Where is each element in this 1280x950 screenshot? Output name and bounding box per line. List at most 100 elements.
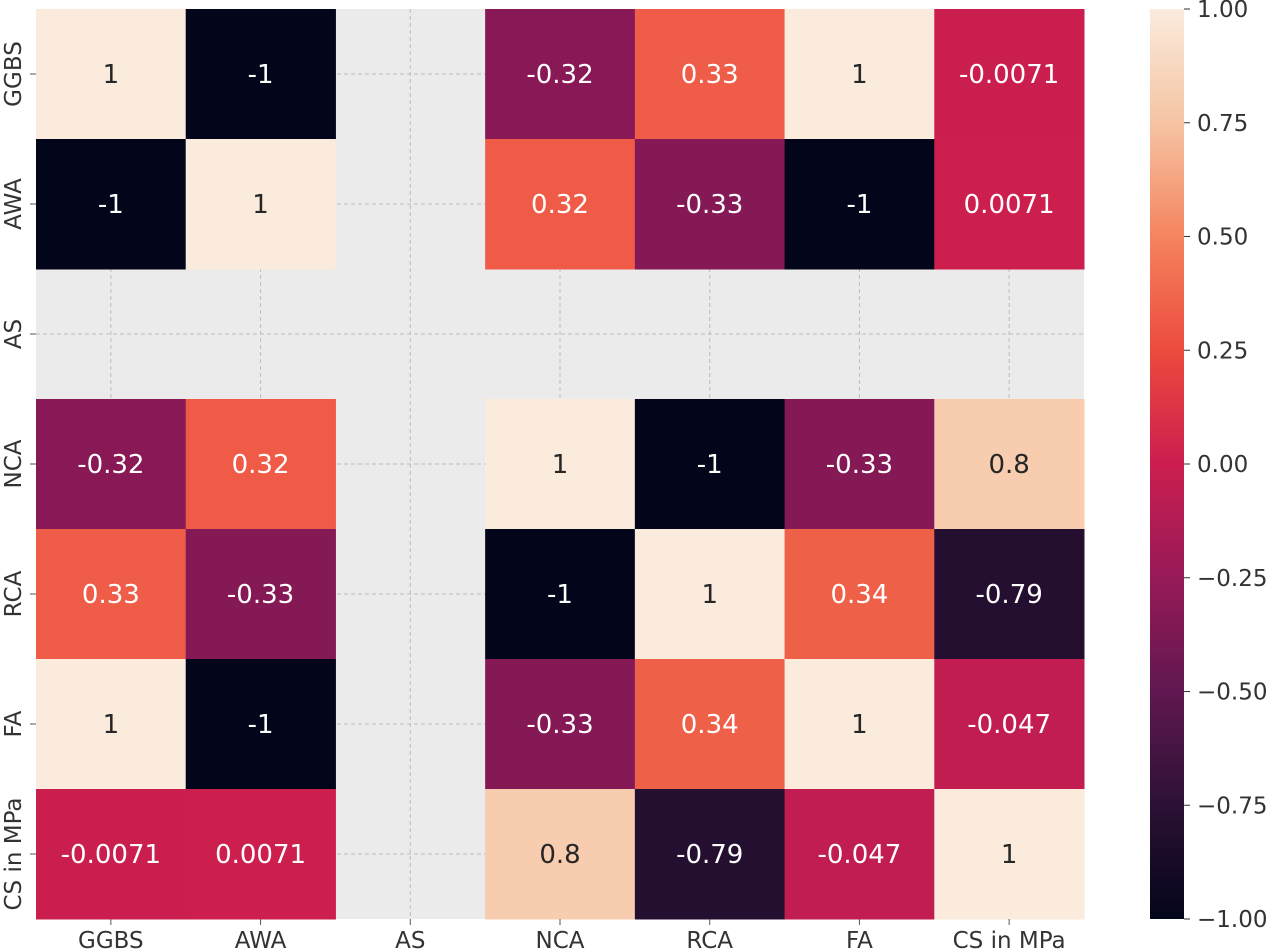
cell-value-label: -0.32: [526, 60, 593, 90]
heatmap-cell: [36, 399, 187, 530]
x-tick-label: CS in MPa: [953, 928, 1066, 950]
cell-value-label: -0.0071: [959, 60, 1059, 90]
cell-value-label: 0.32: [232, 450, 290, 480]
x-tick-label: GGBS: [78, 928, 144, 950]
heatmap-cell: [634, 529, 786, 660]
cell-value-label: 1: [252, 190, 269, 220]
y-tick-label: FA: [1, 710, 27, 737]
x-tick-label: FA: [846, 928, 873, 950]
cell-value-label: 0.8: [988, 450, 1029, 480]
cell-value-label: 1: [1001, 840, 1018, 870]
heatmap-cell: [185, 399, 336, 530]
heatmap-cell: [784, 139, 935, 270]
cell-value-label: -1: [98, 190, 124, 220]
cell-value-label: 0.0071: [964, 190, 1055, 220]
heatmap-cell: [185, 789, 336, 920]
cell-value-labels: 1 -1 -0.32 0.33 1 -0.0071 -1 1 0.32 -0.33 -1 0.0071…: [61, 60, 1060, 870]
cell-value-label: 0.0071: [215, 840, 306, 870]
colorbar-tick-label: −0.75: [1197, 793, 1267, 819]
heatmap-cell: [36, 139, 187, 270]
cell-value-label: 0.34: [830, 580, 888, 610]
x-tick-label: NCA: [536, 928, 585, 950]
colorbar-ticks: 1.00 0.75 0.50 0.25 0.00 −0.25 −0.50 −0.75 −1.00: [1184, 0, 1267, 933]
heatmap-cell: [485, 789, 636, 920]
x-tick-label: RCA: [686, 928, 733, 950]
heatmap-cell: [934, 139, 1085, 270]
heatmap-cell: [934, 789, 1085, 920]
colorbar-tick-label: 1.00: [1197, 0, 1248, 23]
heatmap-cell: [634, 659, 786, 790]
y-tick-label: AWA: [1, 178, 27, 230]
heatmap-cell: [634, 9, 786, 140]
cell-value-label: 0.34: [681, 710, 739, 740]
heatmap-cell: [36, 659, 187, 790]
cell-value-label: 1: [103, 60, 120, 90]
heatmap-cell: [634, 139, 786, 270]
cell-value-label: -0.33: [826, 450, 893, 480]
colorbar: [1150, 9, 1184, 919]
cell-value-label: 0.32: [531, 190, 589, 220]
heatmap-cell: [634, 399, 786, 530]
cell-value-label: 1: [701, 580, 718, 610]
heatmap-cells: [36, 9, 1085, 920]
cell-value-label: -0.047: [818, 840, 902, 870]
heatmap-cell: [185, 529, 336, 660]
colorbar-tick-label: −0.25: [1197, 566, 1267, 592]
colorbar-tick-label: 0.25: [1197, 338, 1248, 364]
heatmap-cell: [634, 789, 786, 920]
y-axis: GGBS AWA AS NCA RCA FA CS in MPa: [1, 41, 36, 911]
heatmap-cell: [485, 659, 636, 790]
cell-value-label: -0.33: [227, 580, 294, 610]
cell-value-label: -0.79: [676, 840, 743, 870]
cell-value-label: -1: [248, 710, 274, 740]
cell-value-label: 0.8: [539, 840, 580, 870]
heatmap-cell: [36, 529, 187, 660]
heatmap-cell: [36, 9, 187, 140]
cell-value-label: -0.0071: [61, 840, 161, 870]
cell-value-label: -0.33: [526, 710, 593, 740]
colorbar-tick-label: −0.50: [1197, 680, 1267, 706]
x-tick-label: AWA: [235, 928, 287, 950]
x-axis: GGBS AWA AS NCA RCA FA CS in MPa: [78, 919, 1066, 950]
heatmap-cell: [784, 399, 935, 530]
cell-value-label: -1: [547, 580, 573, 610]
colorbar-tick-label: 0.00: [1197, 452, 1248, 478]
heatmap-cell: [784, 9, 935, 140]
heatmap-cell: [185, 9, 336, 140]
y-tick-label: RCA: [1, 570, 27, 617]
cell-value-label: -0.33: [676, 190, 743, 220]
cell-value-label: 1: [552, 450, 569, 480]
colorbar-tick-label: 0.75: [1197, 111, 1248, 137]
heatmap-cell: [485, 139, 636, 270]
cell-value-label: 1: [851, 710, 868, 740]
heatmap-cell: [934, 659, 1085, 790]
y-tick-label: NCA: [1, 439, 27, 488]
heatmap-cell: [36, 789, 187, 920]
cell-value-label: -0.047: [967, 710, 1051, 740]
y-tick-label: CS in MPa: [1, 797, 27, 910]
heatmap-cell: [784, 789, 935, 920]
colorbar-tick-label: 0.50: [1197, 225, 1248, 251]
heatmap-cell: [934, 9, 1085, 140]
colorbar-tick-label: −1.00: [1197, 907, 1267, 933]
y-tick-label: GGBS: [1, 41, 27, 107]
x-tick-label: AS: [395, 928, 425, 950]
heatmap-cell: [485, 399, 636, 530]
heatmap-cell: [185, 139, 336, 270]
heatmap-cell: [485, 9, 636, 140]
cell-value-label: -1: [697, 450, 723, 480]
cell-value-label: -0.32: [77, 450, 144, 480]
cell-value-label: -1: [846, 190, 872, 220]
heatmap-cell: [934, 529, 1085, 660]
y-tick-label: AS: [1, 319, 27, 349]
cell-value-label: 0.33: [681, 60, 739, 90]
cell-value-label: 1: [103, 710, 120, 740]
heatmap-cell: [784, 529, 935, 660]
heatmap-cell: [185, 659, 336, 790]
heatmap-cell: [784, 659, 935, 790]
cell-value-label: -0.79: [976, 580, 1043, 610]
cell-value-label: -1: [248, 60, 274, 90]
cell-value-label: 0.33: [82, 580, 140, 610]
heatmap-cell: [485, 529, 636, 660]
